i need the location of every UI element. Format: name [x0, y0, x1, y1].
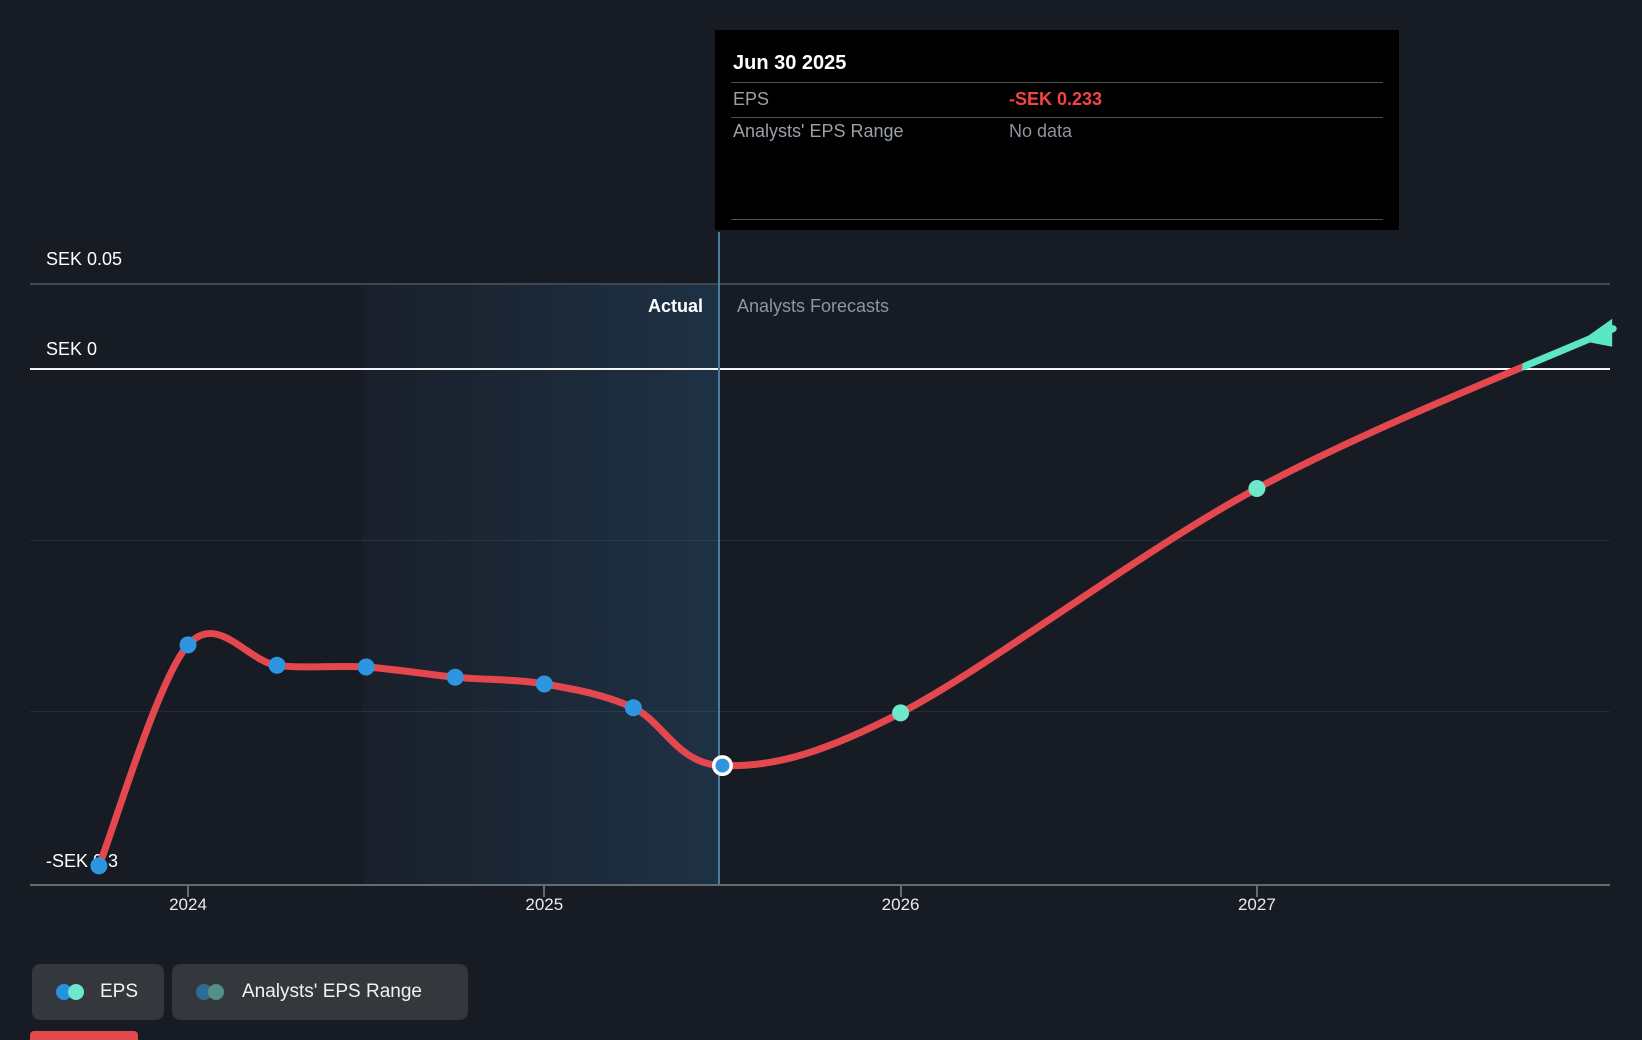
eps-actual-point[interactable] [624, 699, 642, 717]
range-teal-dot-icon [208, 984, 224, 1000]
eps-actual-point[interactable] [90, 857, 108, 875]
x-axis-label-2027: 2027 [1237, 895, 1276, 914]
gridline-sek-minus-0.1 [30, 540, 1610, 541]
x-axis-tick [899, 886, 902, 897]
legend: EPS Analysts' EPS Range [0, 964, 1642, 1020]
eps-teal-dot-icon [68, 984, 84, 1000]
eps-actual-point[interactable] [179, 636, 197, 654]
forecast-region-label: Analysts Forecasts [737, 296, 890, 316]
eps-actual-point[interactable] [535, 675, 553, 693]
x-axis-line [30, 884, 1610, 886]
x-axis-tick [187, 886, 189, 897]
x-axis-label-2025: 2025 [525, 895, 564, 914]
gridline-sek-0.05 [30, 283, 1610, 285]
x-axis-tick [543, 886, 546, 897]
eps-current-point[interactable] [715, 758, 730, 773]
y-axis-label-top: SEK 0.05 [46, 249, 123, 269]
eps-actual-point[interactable] [357, 658, 375, 676]
actual-forecast-divider [718, 232, 720, 884]
x-axis-tick [1255, 886, 1258, 897]
tooltip-range-value: No data [1009, 121, 1073, 141]
data-point-markers [90, 480, 1266, 875]
tooltip-date: Jun 30 2025 [733, 52, 847, 74]
actual-period-band [363, 284, 719, 884]
gridline-sek-zero [30, 368, 1610, 370]
legend-item-analysts-eps-range[interactable]: Analysts' EPS Range [172, 964, 468, 1020]
forecast-end-arrow-icon [1581, 318, 1613, 347]
cropped-bottom-element [30, 1031, 138, 1040]
legend-item-eps[interactable]: EPS [32, 964, 164, 1020]
hover-tooltip: Jun 30 2025 EPS -SEK 0.233 Analysts' EPS… [715, 30, 1399, 230]
legend-range-label: Analysts' EPS Range [242, 981, 422, 1002]
eps-line-positive-segment [1522, 325, 1617, 371]
gridline-sek-minus-0.2 [30, 711, 1610, 712]
eps-actual-point[interactable] [268, 656, 286, 674]
tooltip-divider [731, 82, 1383, 83]
tooltip-divider [731, 117, 1383, 118]
y-axis-label-zero: SEK 0 [46, 339, 98, 359]
eps-line-negative-segment [95, 363, 1523, 870]
legend-eps-label: EPS [100, 981, 139, 1002]
x-axis-label-2024: 2024 [169, 895, 207, 914]
tooltip-range-label: Analysts' EPS Range [733, 121, 904, 141]
tooltip-eps-value: -SEK 0.233 [1009, 89, 1103, 109]
eps-forecast-point[interactable] [892, 704, 910, 722]
eps-forecast-point[interactable] [1248, 480, 1266, 497]
tooltip-divider [731, 219, 1383, 220]
actual-region-label: Actual [647, 296, 703, 316]
tooltip-eps-label: EPS [733, 89, 770, 109]
x-axis-label-2026: 2026 [881, 895, 920, 914]
eps-actual-point[interactable] [446, 668, 464, 686]
